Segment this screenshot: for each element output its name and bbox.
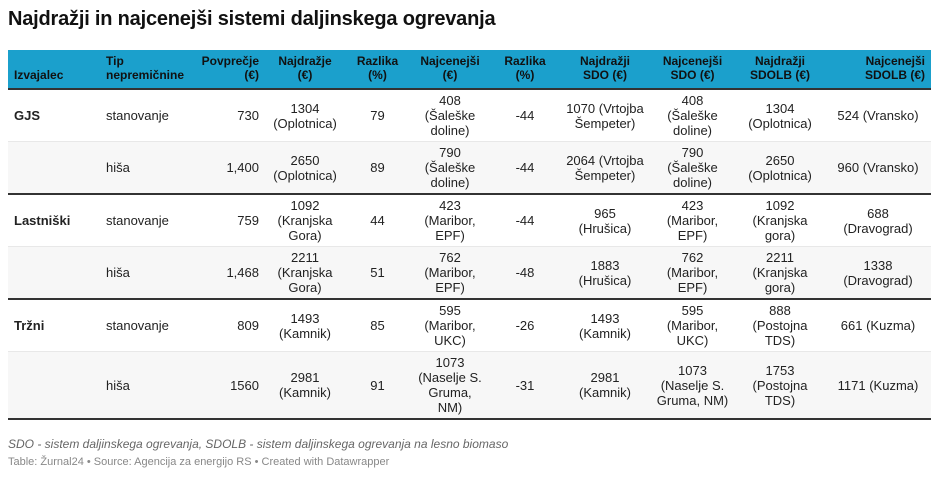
page-title: Najdražji in najcenejši sistemi daljinsk… xyxy=(8,8,496,30)
value-cell: 1073 (Naselje S. Gruma, NM) xyxy=(410,351,490,420)
value-cell: 960 (Vransko) xyxy=(825,141,931,195)
value-cell: 51 xyxy=(345,246,410,300)
provider-cell: Lastniški xyxy=(8,194,100,247)
column-header[interactable]: Povprečje (€) xyxy=(195,50,265,90)
value-cell: 965 (Hrušica) xyxy=(560,194,650,247)
value-cell: 730 xyxy=(195,88,265,142)
value-cell: 790 (Šaleške doline) xyxy=(650,141,735,195)
value-cell: 1883 (Hrušica) xyxy=(560,246,650,300)
value-cell: 1171 (Kuzma) xyxy=(825,351,931,420)
value-cell: 888 (Postojna TDS) xyxy=(735,299,825,352)
column-header[interactable]: Najcenejši SDO (€) xyxy=(650,50,735,90)
column-header[interactable]: Razlika (%) xyxy=(345,50,410,90)
value-cell: -44 xyxy=(490,194,560,247)
column-header[interactable]: Razlika (%) xyxy=(490,50,560,90)
value-cell: 89 xyxy=(345,141,410,195)
value-cell: 759 xyxy=(195,194,265,247)
value-cell: -48 xyxy=(490,246,560,300)
value-cell: 408 (Šaleške doline) xyxy=(410,88,490,142)
provider-cell xyxy=(8,351,100,420)
value-cell: 595 (Maribor, UKC) xyxy=(650,299,735,352)
value-cell: 809 xyxy=(195,299,265,352)
column-header[interactable]: Najcenejši (€) xyxy=(410,50,490,90)
value-cell: 1092 (Kranjska gora) xyxy=(735,194,825,247)
value-cell: 661 (Kuzma) xyxy=(825,299,931,352)
table-row: hiša 1,400 2650 (Oplotnica) 89 790 (Šaleške … xyxy=(8,141,931,195)
value-cell: 423 (Maribor, EPF) xyxy=(410,194,490,247)
value-cell: 2064 (Vrtojba Šempeter) xyxy=(560,141,650,195)
value-cell: 2650 (Oplotnica) xyxy=(735,141,825,195)
table-header: Izvajalec Tip nepremičnine Povprečje (€) Na… xyxy=(8,50,931,90)
value-cell: 762 (Maribor, EPF) xyxy=(410,246,490,300)
value-cell: -31 xyxy=(490,351,560,420)
column-header[interactable]: Najdražji SDOLB (€) xyxy=(735,50,825,90)
value-cell: 44 xyxy=(345,194,410,247)
table-row: GJS stanovanje 730 1304 (Oplotnica) 79 408 (Š… xyxy=(8,88,931,142)
value-cell: 1070 (Vrtojba Šempeter) xyxy=(560,88,650,142)
value-cell: 1560 xyxy=(195,351,265,420)
value-cell: 1304 (Oplotnica) xyxy=(265,88,345,142)
type-cell: stanovanje xyxy=(100,299,195,352)
type-cell: hiša xyxy=(100,246,195,300)
value-cell: 1,468 xyxy=(195,246,265,300)
provider-cell xyxy=(8,141,100,195)
value-cell: 1338 (Dravograd) xyxy=(825,246,931,300)
value-cell: 595 (Maribor, UKC) xyxy=(410,299,490,352)
value-cell: 1753 (Postojna TDS) xyxy=(735,351,825,420)
value-cell: -44 xyxy=(490,88,560,142)
column-header[interactable]: Izvajalec xyxy=(8,50,100,90)
value-cell: 790 (Šaleške doline) xyxy=(410,141,490,195)
value-cell: 1092 (Kranjska Gora) xyxy=(265,194,345,247)
table-row: hiša 1,468 2211 (Kranjska Gora) 51 762 (Mari… xyxy=(8,246,931,300)
value-cell: 688 (Dravograd) xyxy=(825,194,931,247)
value-cell: 1493 (Kamnik) xyxy=(560,299,650,352)
type-cell: stanovanje xyxy=(100,194,195,247)
provider-cell: Tržni xyxy=(8,299,100,352)
table-row: hiša 1560 2981 (Kamnik) 91 1073 (Naselje S. … xyxy=(8,351,931,420)
value-cell: 1073 (Naselje S. Gruma, NM) xyxy=(650,351,735,420)
value-cell: 91 xyxy=(345,351,410,420)
table-row: Lastniški stanovanje 759 1092 (Kranjska Gor… xyxy=(8,194,931,247)
value-cell: -44 xyxy=(490,141,560,195)
value-cell: 1304 (Oplotnica) xyxy=(735,88,825,142)
type-cell: hiša xyxy=(100,141,195,195)
value-cell: 2211 (Kranjska Gora) xyxy=(265,246,345,300)
provider-cell xyxy=(8,246,100,300)
column-header[interactable]: Najdražje (€) xyxy=(265,50,345,90)
column-header[interactable]: Najdražji SDO (€) xyxy=(560,50,650,90)
column-header[interactable]: Najcenejši SDOLB (€) xyxy=(825,50,931,90)
type-cell: stanovanje xyxy=(100,88,195,142)
value-cell: 79 xyxy=(345,88,410,142)
value-cell: 2981 (Kamnik) xyxy=(265,351,345,420)
value-cell: 408 (Šaleške doline) xyxy=(650,88,735,142)
value-cell: 1493 (Kamnik) xyxy=(265,299,345,352)
notes: SDO - sistem daljinskega ogrevanja, SDOL… xyxy=(8,437,509,451)
value-cell: 85 xyxy=(345,299,410,352)
provider-cell: GJS xyxy=(8,88,100,142)
value-cell: 1,400 xyxy=(195,141,265,195)
heating-table: Izvajalec Tip nepremičnine Povprečje (€) Na… xyxy=(8,50,931,420)
column-header[interactable]: Tip nepremičnine xyxy=(100,50,195,90)
table-row: Tržni stanovanje 809 1493 (Kamnik) 85 595 (Ma… xyxy=(8,299,931,352)
value-cell: 2981 (Kamnik) xyxy=(560,351,650,420)
source-line: Table: Žurnal24 • Source: Agencija za en… xyxy=(8,456,390,468)
value-cell: 524 (Vransko) xyxy=(825,88,931,142)
value-cell: 762 (Maribor, EPF) xyxy=(650,246,735,300)
value-cell: 2650 (Oplotnica) xyxy=(265,141,345,195)
value-cell: -26 xyxy=(490,299,560,352)
type-cell: hiša xyxy=(100,351,195,420)
value-cell: 2211 (Kranjska gora) xyxy=(735,246,825,300)
value-cell: 423 (Maribor, EPF) xyxy=(650,194,735,247)
